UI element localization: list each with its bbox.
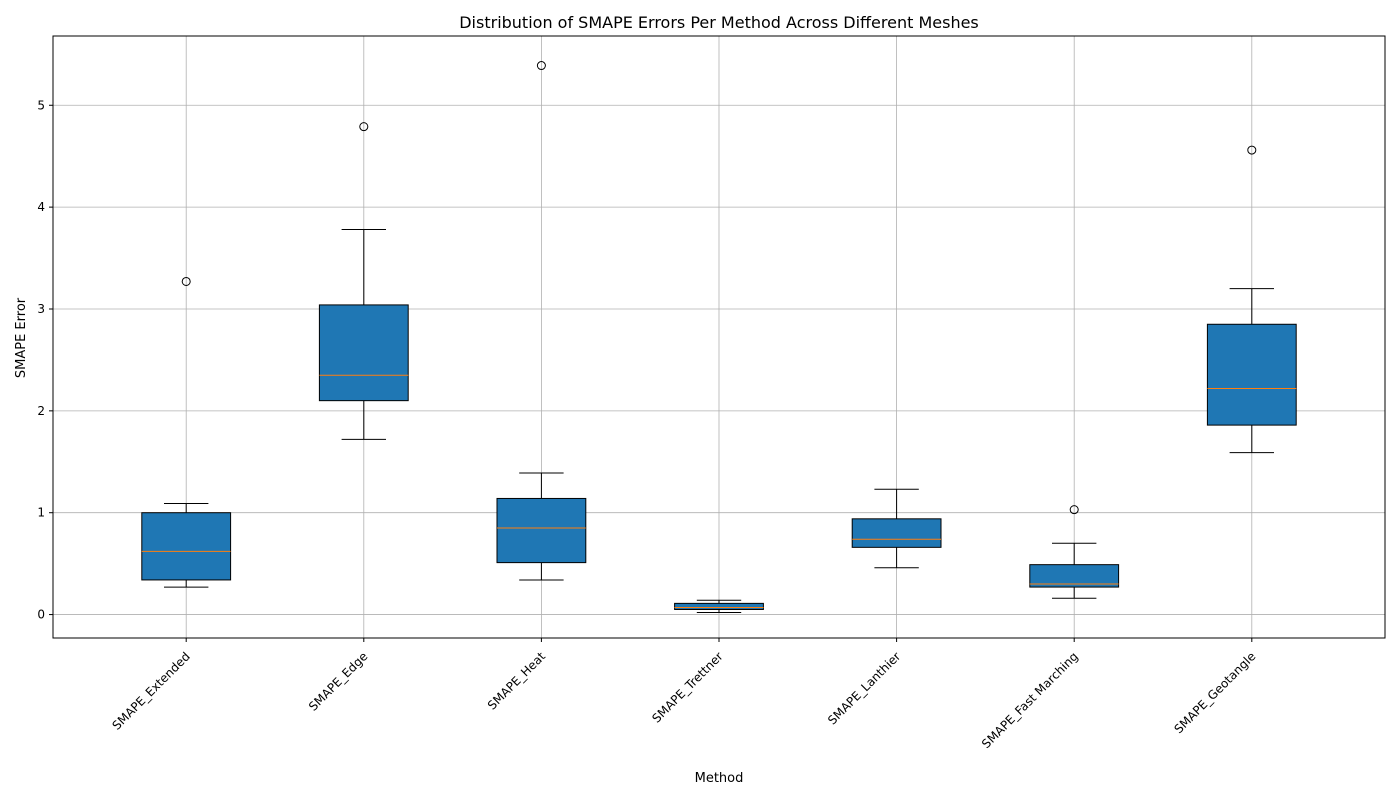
box-4 <box>674 599 764 614</box>
box-3 <box>496 61 587 581</box>
chart-title: Distribution of SMAPE Errors Per Method … <box>459 13 979 32</box>
x-tick-label: SMAPE_Lanthier <box>825 649 903 727</box>
iqr-box <box>1206 323 1297 426</box>
y-tick-label: 5 <box>37 98 45 112</box>
iqr-box <box>851 518 942 548</box>
y-axis-label: SMAPE Error <box>14 297 29 378</box>
iqr-box <box>496 497 587 564</box>
y-tick-label: 1 <box>37 506 45 520</box>
box-2 <box>318 122 409 440</box>
x-tick-label: SMAPE_Trettner <box>649 649 725 725</box>
box-1 <box>141 276 232 588</box>
outlier-point <box>181 276 191 286</box>
x-tick-label: SMAPE_Fast Marching <box>979 649 1081 751</box>
outlier-point <box>1247 145 1257 155</box>
box-7 <box>1206 145 1297 454</box>
y-tick-label: 0 <box>37 608 45 622</box>
x-tick-label: SMAPE_Edge <box>306 649 370 713</box>
y-tick-label: 3 <box>37 302 45 316</box>
iqr-box <box>141 512 232 581</box>
iqr-box <box>674 602 764 610</box>
outlier-point <box>359 122 369 132</box>
iqr-box <box>318 304 409 402</box>
y-tick-label: 4 <box>37 200 45 214</box>
x-tick-label: SMAPE_Heat <box>485 649 548 712</box>
outlier-point <box>1069 505 1079 515</box>
x-ticks: SMAPE_Extended SMAPE_Edge SMAPE_Heat SMAPE_… <box>109 638 1259 751</box>
box-5 <box>851 488 942 569</box>
iqr-box <box>1029 564 1120 588</box>
x-axis-label: Method <box>695 771 744 786</box>
boxes <box>141 61 1297 614</box>
x-tick-label: SMAPE_Geotangle <box>1172 649 1259 736</box>
box-6 <box>1029 505 1120 599</box>
y-ticks: 0 1 2 3 4 5 <box>37 98 53 622</box>
grid-lines <box>53 36 1385 638</box>
outlier-point <box>536 61 546 71</box>
y-tick-label: 2 <box>37 404 45 418</box>
x-tick-label: SMAPE_Extended <box>109 649 192 732</box>
